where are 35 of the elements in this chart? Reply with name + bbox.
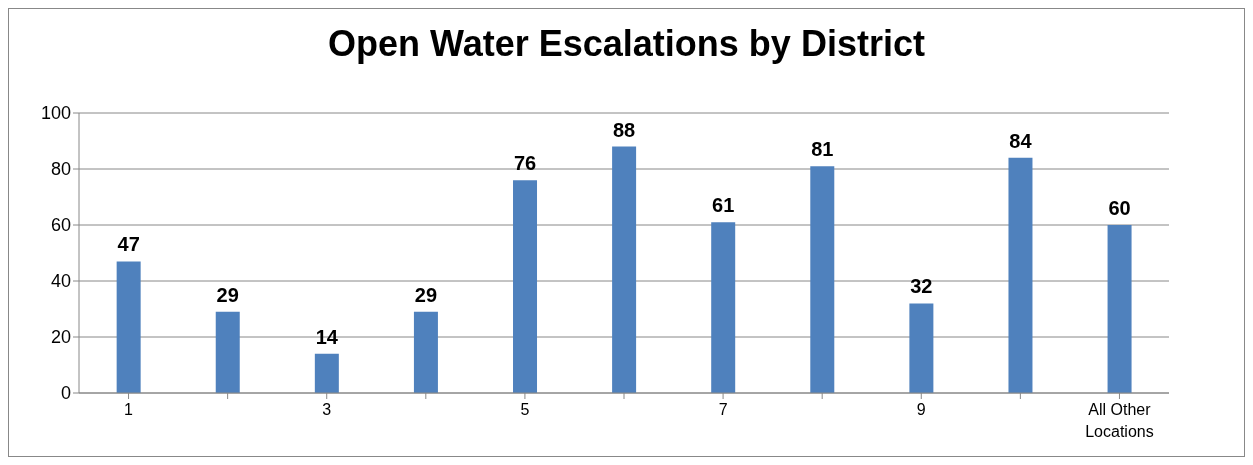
x-tick-label: 9 (916, 401, 926, 418)
y-tick-label: 40 (50, 271, 71, 292)
bar (1008, 157, 1033, 393)
y-tick-label: 0 (60, 383, 71, 404)
data-label: 14 (315, 325, 339, 348)
data-label: 84 (1009, 129, 1033, 152)
bar (1107, 225, 1132, 393)
x-tick-label: All Other Locations (1085, 401, 1154, 440)
y-tick-label: 60 (50, 215, 71, 236)
x-tick-label: 1 (124, 401, 134, 418)
data-label: 76 (513, 152, 537, 175)
data-label: 32 (910, 275, 933, 298)
bar (314, 353, 339, 393)
bar (810, 166, 835, 393)
data-label: 47 (117, 233, 140, 256)
bar (909, 303, 934, 393)
data-label: 61 (712, 194, 735, 217)
bar (711, 222, 736, 393)
data-label: 29 (414, 283, 438, 306)
chart-title: Open Water Escalations by District (327, 22, 926, 66)
bar (116, 261, 141, 393)
bar (215, 311, 240, 393)
data-label: 29 (216, 283, 239, 306)
x-tick-label: 7 (718, 401, 728, 418)
data-label: 88 (612, 118, 636, 141)
x-tick-label: 5 (520, 401, 530, 418)
y-tick-label: 20 (50, 327, 71, 348)
bar (612, 146, 637, 393)
data-label: 81 (811, 138, 834, 161)
bar (413, 311, 438, 393)
data-label: 60 (1108, 197, 1131, 219)
y-tick-label: 100 (40, 103, 71, 124)
bar (513, 180, 538, 393)
x-tick-label: 3 (322, 401, 332, 418)
y-tick-label: 80 (50, 159, 71, 180)
